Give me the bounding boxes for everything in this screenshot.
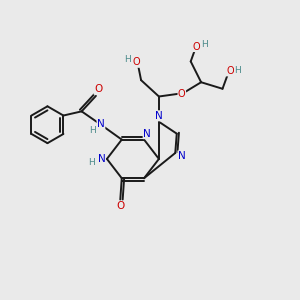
Text: H: H bbox=[124, 55, 130, 64]
Text: H: H bbox=[201, 40, 208, 49]
Text: N: N bbox=[98, 154, 105, 164]
Text: O: O bbox=[132, 57, 140, 67]
Text: H: H bbox=[88, 158, 95, 167]
Text: O: O bbox=[116, 201, 124, 211]
Text: N: N bbox=[155, 111, 163, 121]
Text: O: O bbox=[94, 84, 102, 94]
Text: N: N bbox=[143, 129, 151, 139]
Text: H: H bbox=[235, 66, 242, 75]
Text: N: N bbox=[97, 119, 105, 129]
Text: O: O bbox=[192, 42, 200, 52]
Text: O: O bbox=[226, 66, 234, 76]
Text: N: N bbox=[178, 151, 186, 161]
Text: O: O bbox=[178, 89, 186, 99]
Text: H: H bbox=[89, 126, 95, 135]
